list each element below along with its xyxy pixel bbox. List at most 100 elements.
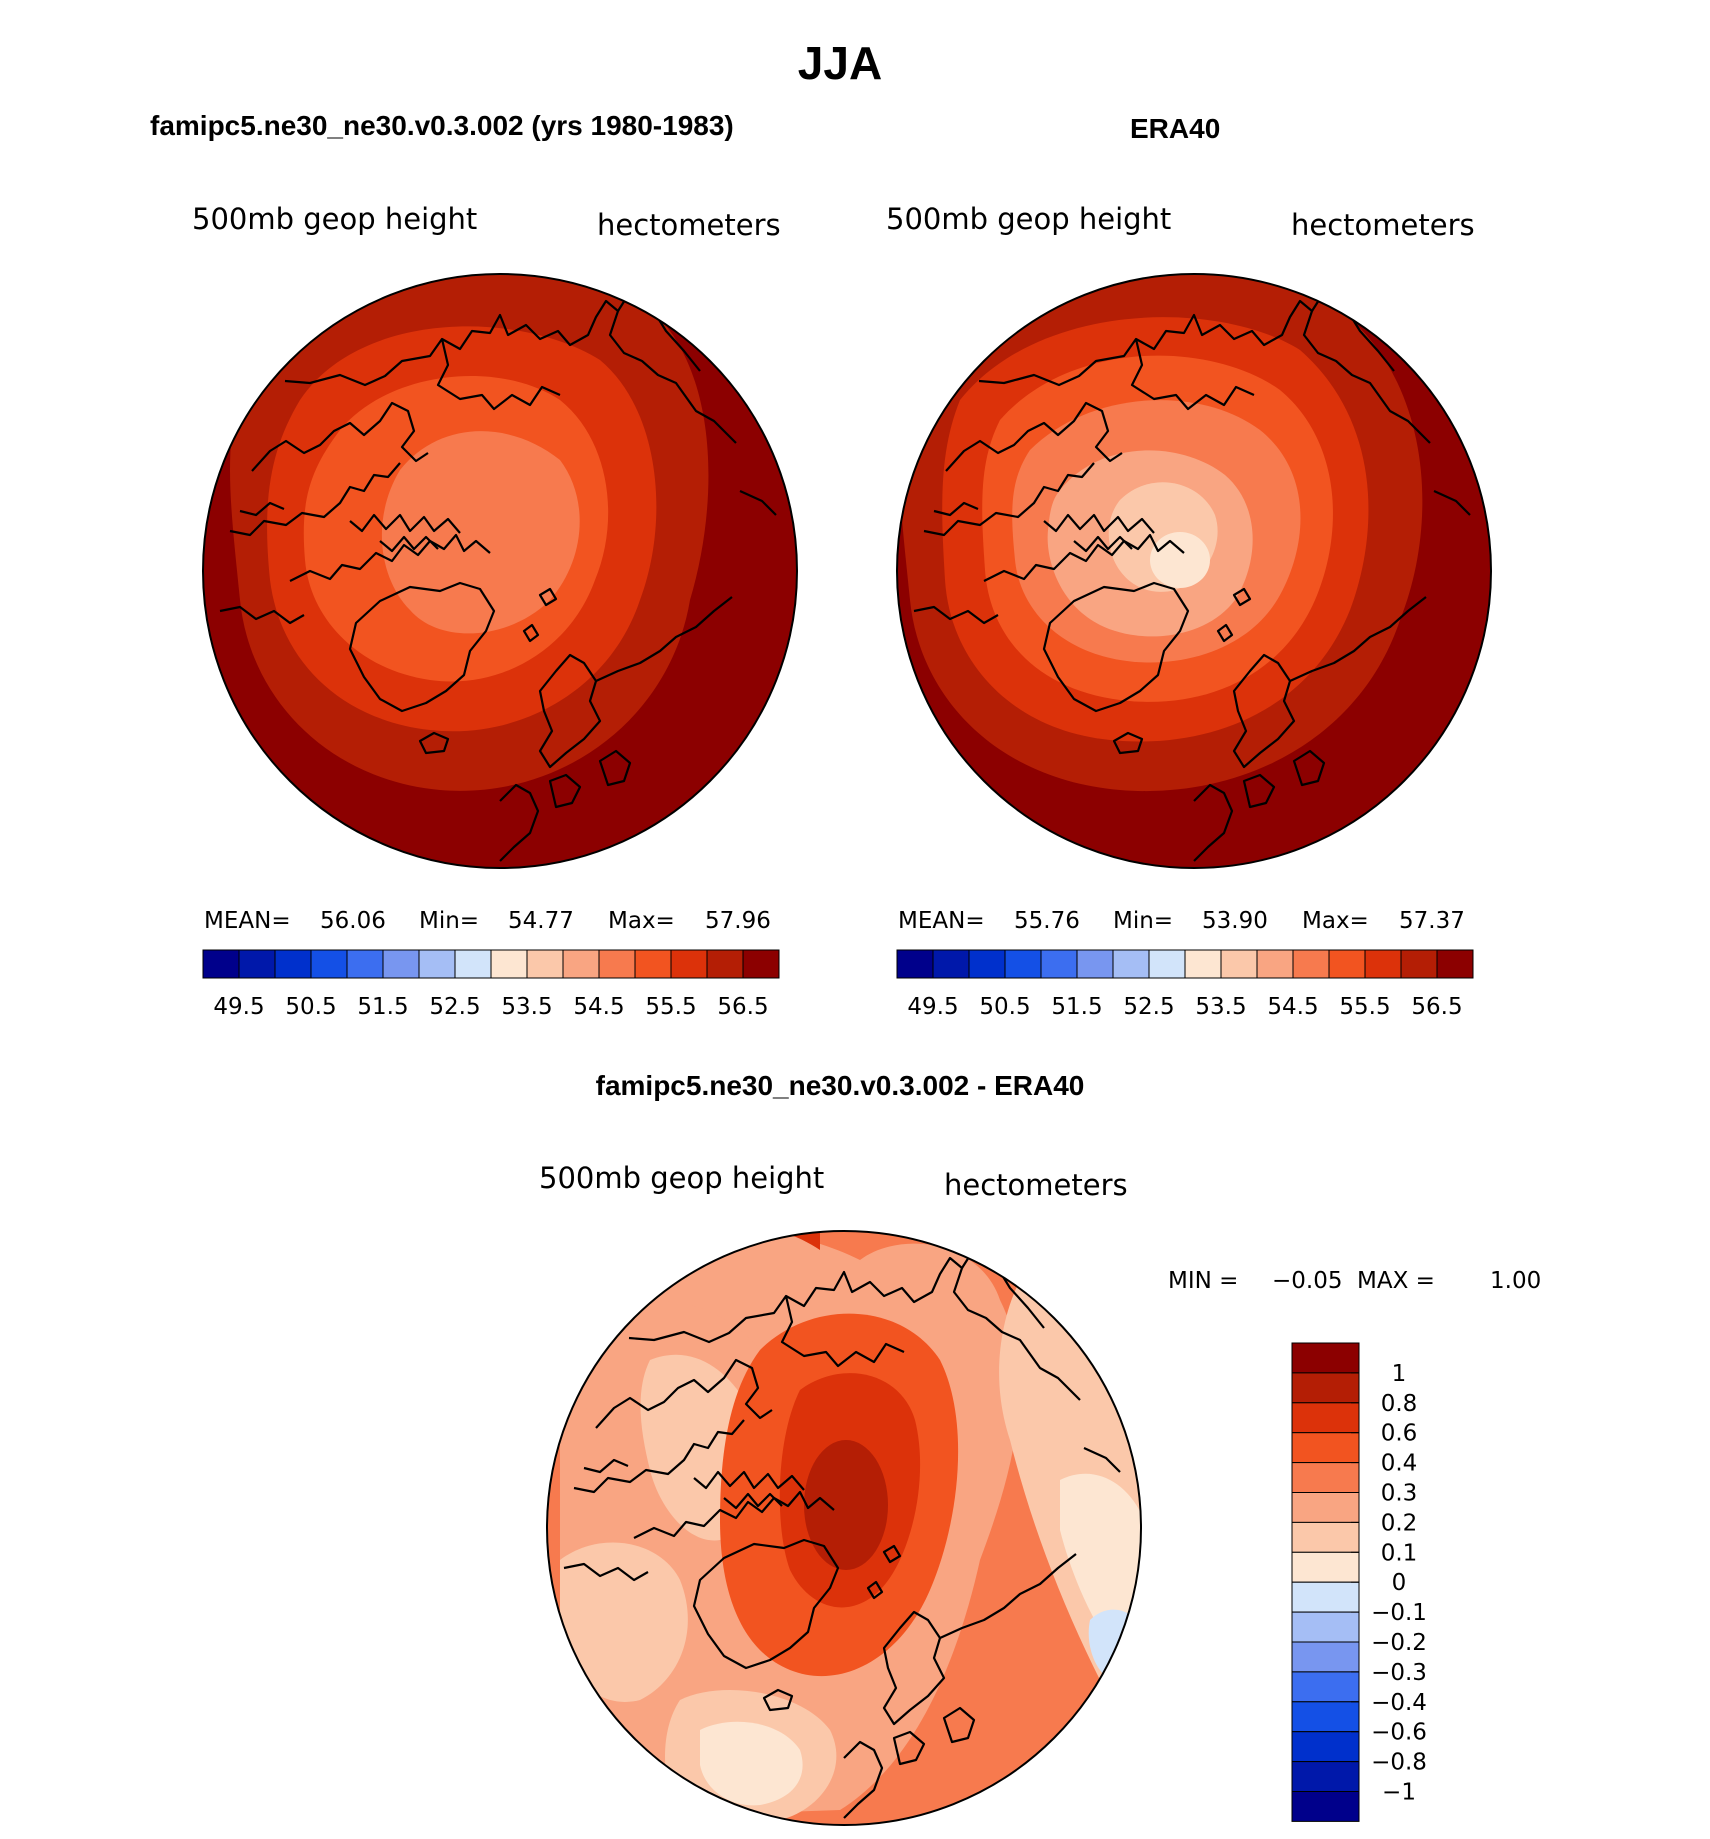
diff-colorbar-swatch (1291, 1432, 1360, 1464)
model-polar-map (203, 274, 797, 868)
diff-colorbar-tick-label: −0.1 (1371, 1600, 1427, 1626)
diff-colorbar-tick-label: −0.2 (1371, 1630, 1427, 1656)
obs-colorbar-tick-label: 56.5 (1411, 994, 1462, 1020)
diff-colorbar-swatch (1291, 1521, 1360, 1553)
diff-colorbar-swatch (1291, 1342, 1360, 1374)
diff-colorbar-tick-label: 0.6 (1381, 1421, 1418, 1447)
model-colorbar-swatch (418, 949, 456, 979)
obs-variable-label: 500mb geop height (886, 202, 1172, 236)
model-colorbar-tick-label: 53.5 (501, 994, 552, 1020)
obs-colorbar-tick-label: 53.5 (1195, 994, 1246, 1020)
model-colorbar-swatch (382, 949, 420, 979)
obs-max-label: Max= (1302, 908, 1369, 934)
obs-colorbar-swatch (1292, 949, 1330, 979)
diff-units-label: hectometers (944, 1168, 1128, 1202)
obs-polar-map (897, 274, 1491, 868)
obs-colorbar-swatch (932, 949, 970, 979)
obs-colorbar-swatch (1364, 949, 1402, 979)
diff-colorbar-swatch (1291, 1761, 1360, 1792)
model-max-value: 57.96 (705, 908, 771, 934)
obs-colorbar-swatch (1184, 949, 1222, 979)
model-units-label: hectometers (597, 208, 781, 242)
obs-colorbar-swatch (1040, 949, 1078, 979)
model-colorbar-swatch (490, 949, 528, 979)
diff-colorbar-swatch (1291, 1462, 1360, 1493)
obs-mean-value: 55.76 (1014, 908, 1080, 934)
diff-colorbar-tick-label: −0.8 (1371, 1750, 1427, 1776)
diff-colorbar-tick-label: −0.3 (1371, 1660, 1427, 1686)
obs-colorbar-swatch (1076, 949, 1114, 979)
diff-colorbar-tick-label: 0.1 (1381, 1540, 1418, 1566)
model-min-value: 54.77 (508, 908, 574, 934)
obs-colorbar-tick-label: 55.5 (1339, 994, 1390, 1020)
diff-colorbar-tick-label: 0.3 (1381, 1481, 1418, 1507)
model-mean-label: MEAN= (204, 908, 291, 934)
diff-colorbar-swatch (1291, 1611, 1360, 1643)
obs-colorbar: 49.5 50.5 51.5 52.5 53.5 54.5 55.5 56.5 (896, 949, 1474, 1020)
diff-colorbar-swatch (1291, 1372, 1360, 1404)
model-colorbar-tick-label: 51.5 (357, 994, 408, 1020)
model-colorbar-swatch (742, 949, 780, 979)
diff-min-value: −0.05 (1272, 1268, 1343, 1294)
model-colorbar: 49.5 50.5 51.5 52.5 53.5 54.5 55.5 56.5 (202, 949, 780, 1020)
diff-colorbar-tick-label: −0.4 (1371, 1690, 1427, 1716)
diff-colorbar-swatch (1291, 1492, 1360, 1523)
obs-colorbar-swatch (1220, 949, 1258, 979)
model-colorbar-tick-label: 49.5 (213, 994, 264, 1020)
diff-colorbar-swatch (1291, 1791, 1360, 1822)
diff-max-value: 1.00 (1490, 1268, 1542, 1294)
obs-colorbar-swatch (1004, 949, 1042, 979)
obs-colorbar-tick-label: 52.5 (1123, 994, 1174, 1020)
diff-colorbar-swatch (1291, 1402, 1360, 1434)
diff-colorbar-tick-label: 0 (1392, 1570, 1407, 1596)
diff-colorbar-tick-label: −0.6 (1371, 1720, 1427, 1746)
model-map-border (202, 273, 798, 869)
diff-colorbar-swatch (1291, 1641, 1360, 1673)
obs-units-label: hectometers (1291, 208, 1475, 242)
model-colorbar-tick-label: 50.5 (285, 994, 336, 1020)
model-colorbar-tick-label: 52.5 (429, 994, 480, 1020)
model-colorbar-tick-label: 56.5 (717, 994, 768, 1020)
model-colorbar-swatch (346, 949, 384, 979)
obs-colorbar-swatch (1436, 949, 1474, 979)
diff-map-border (546, 1230, 1142, 1826)
diff-colorbar-tick-label: 0.2 (1381, 1510, 1418, 1536)
model-max-label: Max= (608, 908, 675, 934)
model-min-label: Min= (419, 908, 480, 934)
model-mean-value: 56.06 (320, 908, 386, 934)
obs-colorbar-swatch (968, 949, 1006, 979)
model-colorbar-swatch (274, 949, 312, 979)
obs-colorbar-tick-label: 54.5 (1267, 994, 1318, 1020)
obs-min-value: 53.90 (1202, 908, 1268, 934)
obs-colorbar-swatch (896, 949, 934, 979)
diff-colorbar-swatch (1291, 1731, 1360, 1763)
diff-colorbar: 1 0.8 0.6 0.4 0.3 0.2 0.1 0 −0.1 −0.2 −0.3 −0.4 −0.6… (1291, 1342, 1427, 1822)
obs-colorbar-swatch (1400, 949, 1438, 979)
obs-colorbar-tick-label: 50.5 (979, 994, 1030, 1020)
model-colorbar-swatch (202, 949, 240, 979)
obs-colorbar-swatch (1328, 949, 1366, 979)
diff-panel-title: famipc5.ne30_ne30.v0.3.002 - ERA40 (595, 1070, 1085, 1101)
diff-colorbar-tick-label: 0.4 (1381, 1451, 1418, 1477)
model-colorbar-swatch (526, 949, 564, 979)
obs-colorbar-swatch (1256, 949, 1294, 979)
diff-min-label: MIN = (1168, 1268, 1239, 1294)
model-colorbar-swatch (670, 949, 708, 979)
obs-panel-title: ERA40 (1130, 113, 1221, 144)
model-colorbar-swatch (454, 949, 492, 979)
model-colorbar-swatch (238, 949, 276, 979)
model-variable-label: 500mb geop height (192, 202, 478, 236)
obs-colorbar-tick-label: 51.5 (1051, 994, 1102, 1020)
obs-map-border (896, 273, 1492, 869)
diff-variable-label: 500mb geop height (539, 1161, 825, 1195)
diff-colorbar-tick-label: −1 (1382, 1780, 1416, 1806)
diff-colorbar-tick-label: 0.8 (1381, 1391, 1418, 1417)
model-colorbar-swatch (598, 949, 636, 979)
model-colorbar-swatch (310, 949, 348, 979)
obs-mean-label: MEAN= (898, 908, 985, 934)
obs-colorbar-swatch (1148, 949, 1186, 979)
diff-polar-map (547, 1231, 1141, 1825)
diff-max-label: MAX = (1357, 1268, 1435, 1294)
obs-colorbar-swatch (1112, 949, 1150, 979)
diff-colorbar-tick-label: 1 (1392, 1361, 1407, 1387)
